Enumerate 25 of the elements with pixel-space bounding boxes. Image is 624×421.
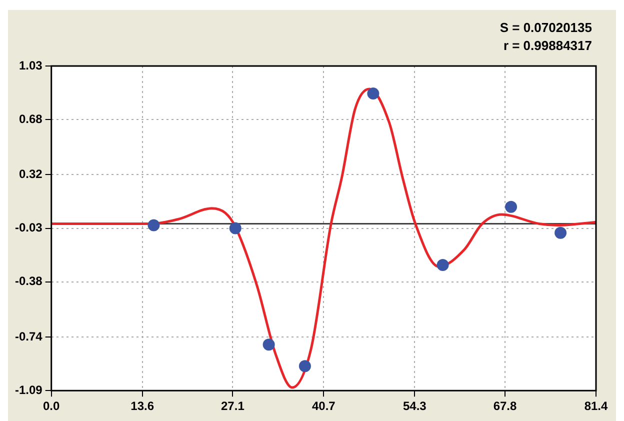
x-tick-label: 40.7 [312, 399, 336, 414]
point [148, 219, 160, 232]
y-tick-label: 1.03 [18, 58, 43, 72]
point [367, 88, 380, 100]
x-tick-label: 81.4 [584, 399, 608, 414]
y-tick-label: -1.09 [14, 382, 43, 397]
y-tick-label: 0.32 [18, 167, 43, 182]
point [298, 360, 311, 372]
x-tick-label: 13.6 [130, 399, 154, 414]
point [436, 259, 449, 272]
y-tick-label: -0.38 [14, 274, 43, 288]
point [505, 200, 518, 213]
line-series [51, 88, 596, 389]
point [554, 226, 567, 239]
point [262, 338, 275, 351]
x-tick-label: 27.1 [221, 399, 245, 414]
text: S = 0.07020135 [500, 20, 592, 36]
point [229, 222, 242, 234]
x-tick-label: 0.0 [43, 399, 60, 414]
x-tick-label: 67.8 [493, 399, 518, 414]
x-tick-label: 54.3 [402, 399, 427, 414]
y-tick-label: -0.74 [14, 329, 43, 344]
text: r = 0.99884317 [503, 38, 592, 54]
y-tick-label: -0.03 [14, 220, 43, 235]
y-tick-label: 0.68 [18, 112, 43, 126]
